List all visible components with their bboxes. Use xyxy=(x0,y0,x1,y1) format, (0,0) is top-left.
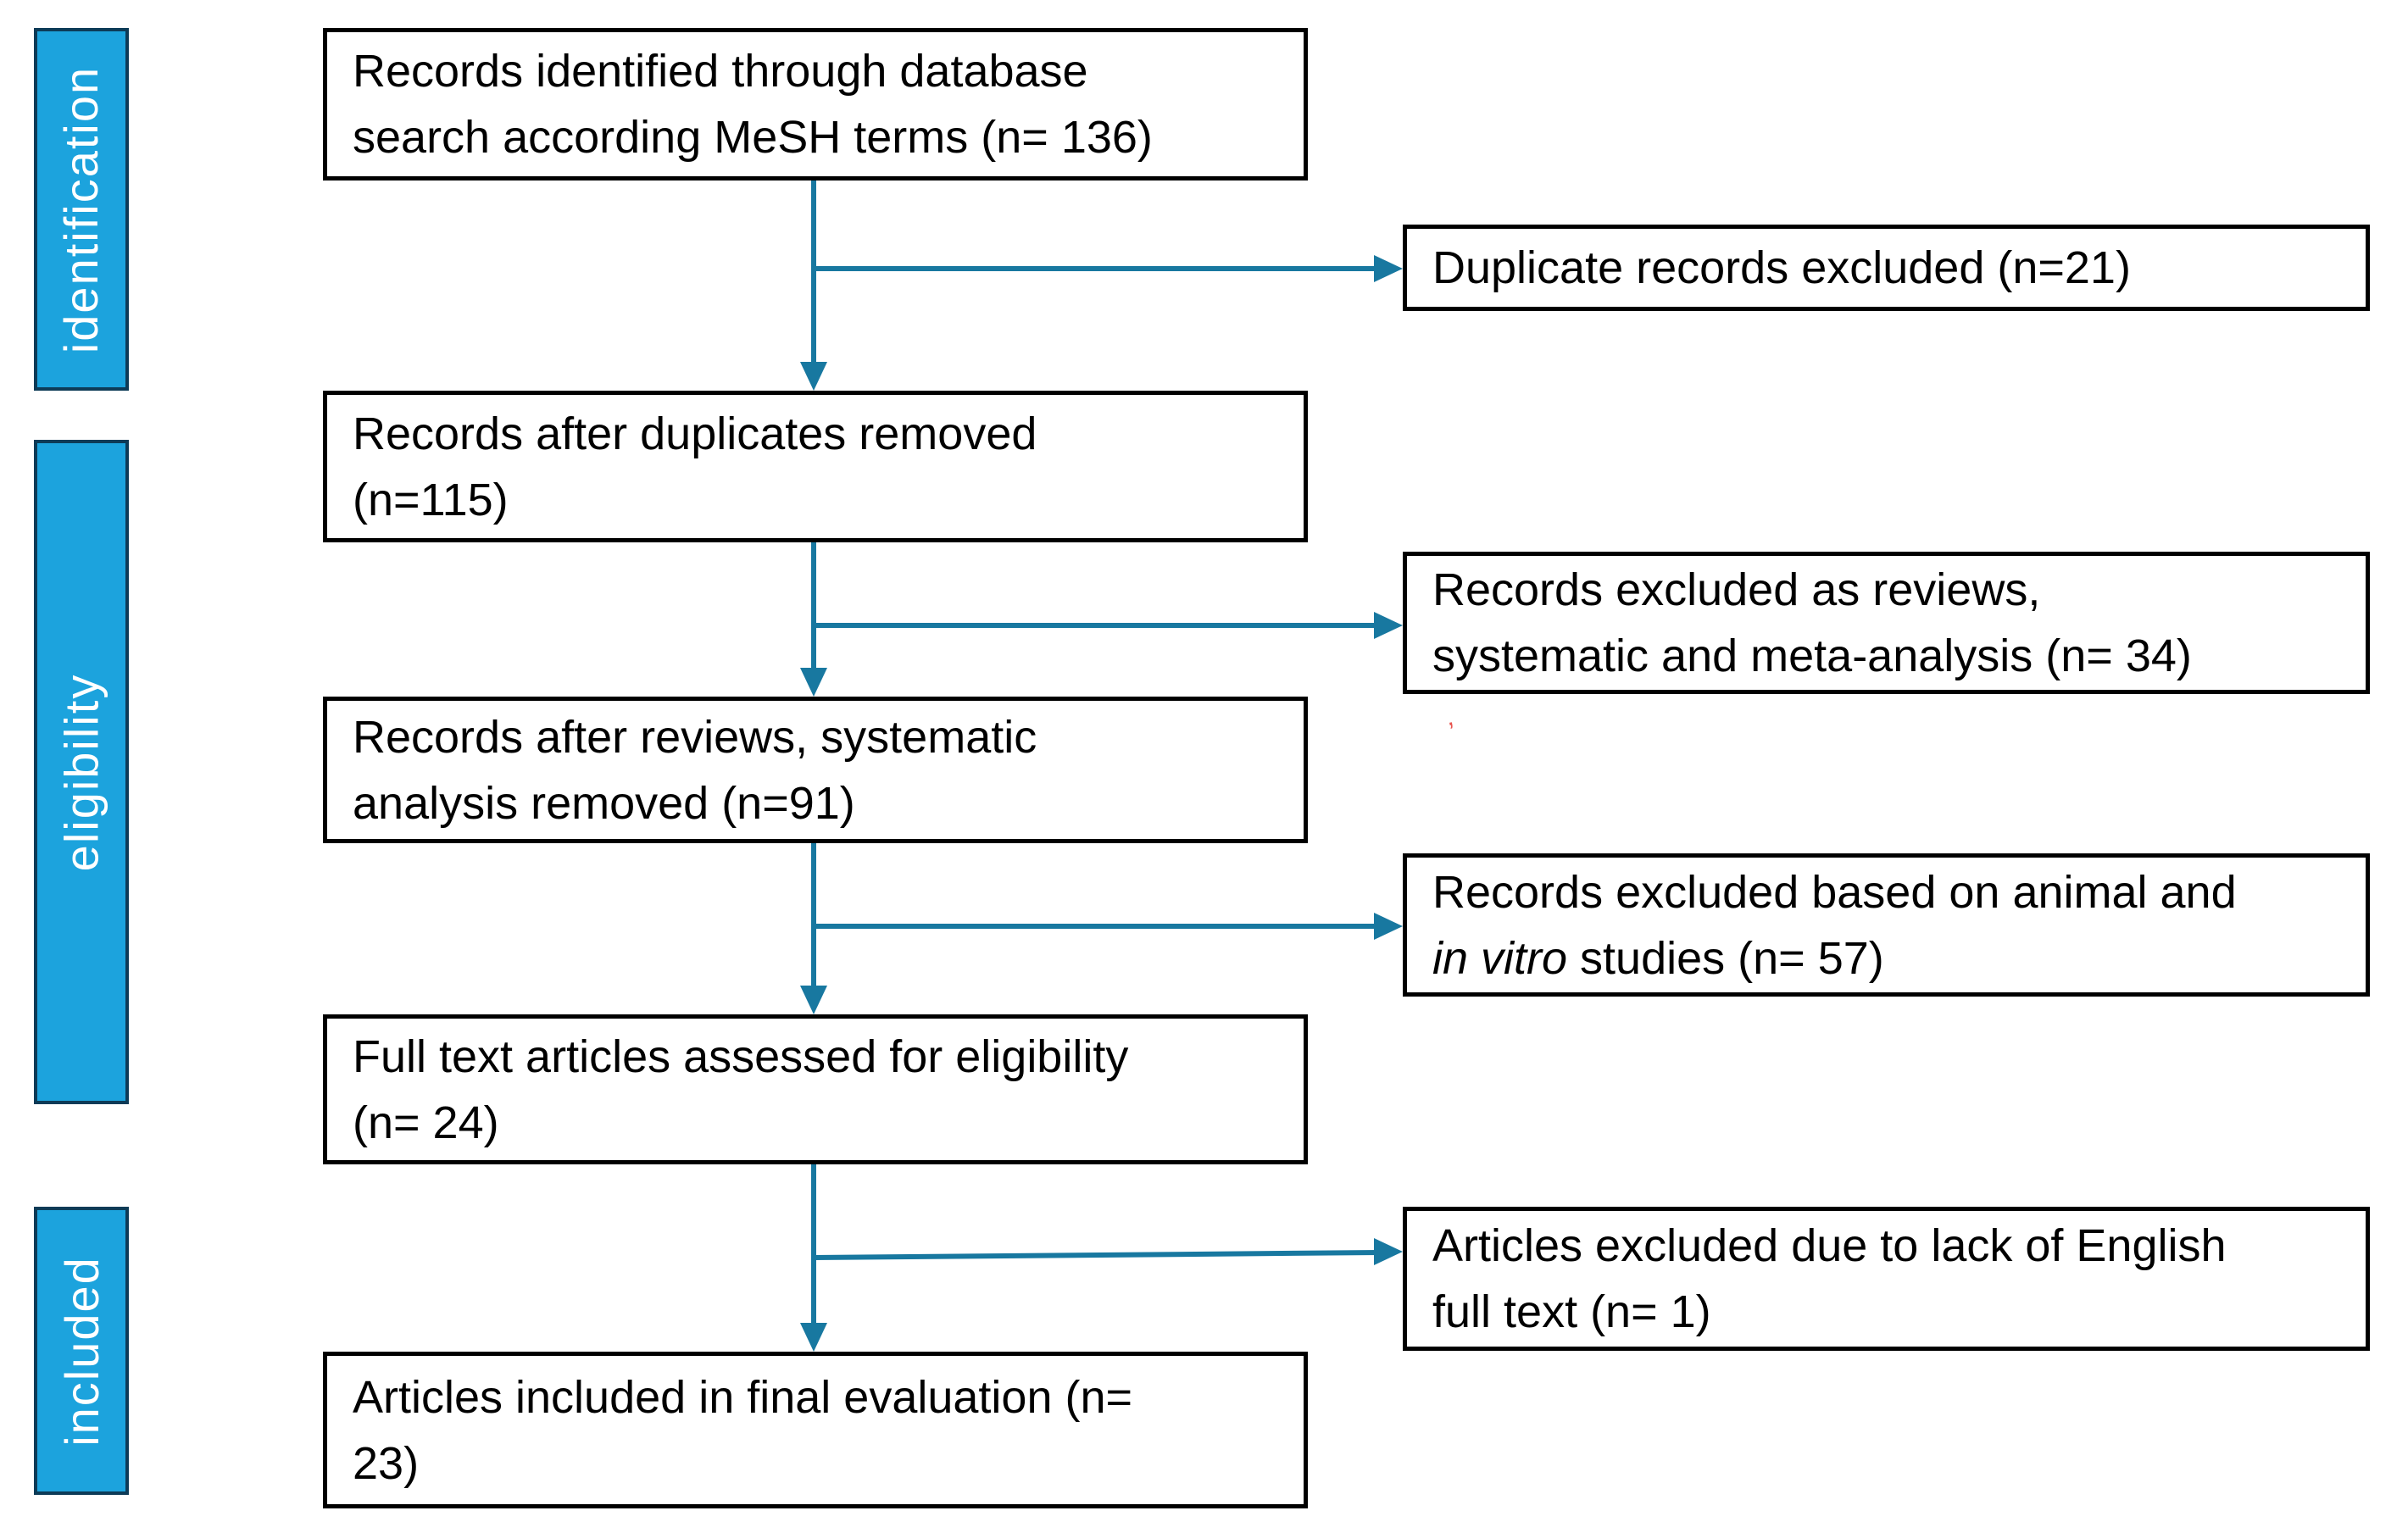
in-vitro-italic-text: in vitro xyxy=(1432,932,1568,984)
flow-box-text-line: (n=115) xyxy=(353,474,509,525)
exclusion-box-duplicates: Duplicate records excluded (n=21) xyxy=(1403,225,2370,311)
flow-box-fulltext-assessed: Full text articles assessed for eligibil… xyxy=(323,1014,1308,1164)
exclusion-box-animal-invitro: Records excluded based on animal and in … xyxy=(1403,853,2370,997)
stage-bar-identification: identification xyxy=(34,28,129,391)
exclusion-box-text-line: Duplicate records excluded (n=21) xyxy=(1432,242,2131,293)
stage-bar-included: included xyxy=(34,1207,129,1495)
exclusion-box-text-rest: studies (n= 57) xyxy=(1567,932,1884,984)
arrowhead-right-2 xyxy=(1374,612,1403,639)
exclusion-box-text-line: in vitro studies (n= 57) xyxy=(1432,925,2340,991)
stage-label-eligibility: eligibility xyxy=(54,673,108,871)
exclusion-box-no-english-fulltext: Articles excluded due to lack of English… xyxy=(1403,1207,2370,1351)
arrowhead-right-1 xyxy=(1374,255,1403,282)
exclusion-box-text-line: Records excluded as reviews, xyxy=(1432,564,2041,615)
flow-box-text-line: (n= 24) xyxy=(353,1097,499,1148)
arrowhead-down-1 xyxy=(800,362,827,391)
stage-label-included: included xyxy=(54,1255,108,1447)
flow-box-text-line: Full text articles assessed for eligibil… xyxy=(353,1030,1129,1082)
red-comma-artifact: , xyxy=(1443,703,1456,732)
flow-box-after-reviews-removed: Records after reviews, systematic analys… xyxy=(323,697,1308,843)
flow-box-text-line: Articles included in final evaluation (n… xyxy=(353,1371,1133,1423)
exclusion-box-text-line: full text (n= 1) xyxy=(1432,1286,1711,1337)
arrowhead-down-3 xyxy=(800,986,827,1014)
exclusion-box-reviews-meta: Records excluded as reviews, systematic … xyxy=(1403,552,2370,694)
flow-box-text-line: Records identified through database xyxy=(353,46,1088,97)
flow-box-text-line: Records after duplicates removed xyxy=(353,408,1037,459)
flow-box-text-line: 23) xyxy=(353,1437,420,1489)
flow-box-text-line: search according MeSH terms (n= 136) xyxy=(353,112,1153,163)
stage-label-identification: identification xyxy=(54,65,108,353)
exclusion-box-text-line: Articles excluded due to lack of English xyxy=(1432,1220,2227,1271)
arrow-line-branch-english-excluded xyxy=(813,1250,1381,1260)
flow-box-included-final-evaluation: Articles included in final evaluation (n… xyxy=(323,1352,1308,1508)
stage-bar-eligibility: eligibility xyxy=(34,440,129,1104)
flow-box-records-identified: Records identified through database sear… xyxy=(323,28,1308,181)
flow-box-after-duplicates-removed: Records after duplicates removed (n=115) xyxy=(323,391,1308,542)
flow-box-text-line: analysis removed (n=91) xyxy=(353,777,855,829)
arrowhead-down-4 xyxy=(800,1323,827,1352)
arrowhead-right-3 xyxy=(1374,913,1403,940)
arrowhead-right-4 xyxy=(1374,1238,1403,1265)
arrowhead-down-2 xyxy=(800,668,827,697)
exclusion-box-text-line: Records excluded based on animal and xyxy=(1432,866,2237,918)
flow-box-text-line: Records after reviews, systematic xyxy=(353,711,1037,763)
exclusion-box-text-line: systematic and meta-analysis (n= 34) xyxy=(1432,630,2192,681)
